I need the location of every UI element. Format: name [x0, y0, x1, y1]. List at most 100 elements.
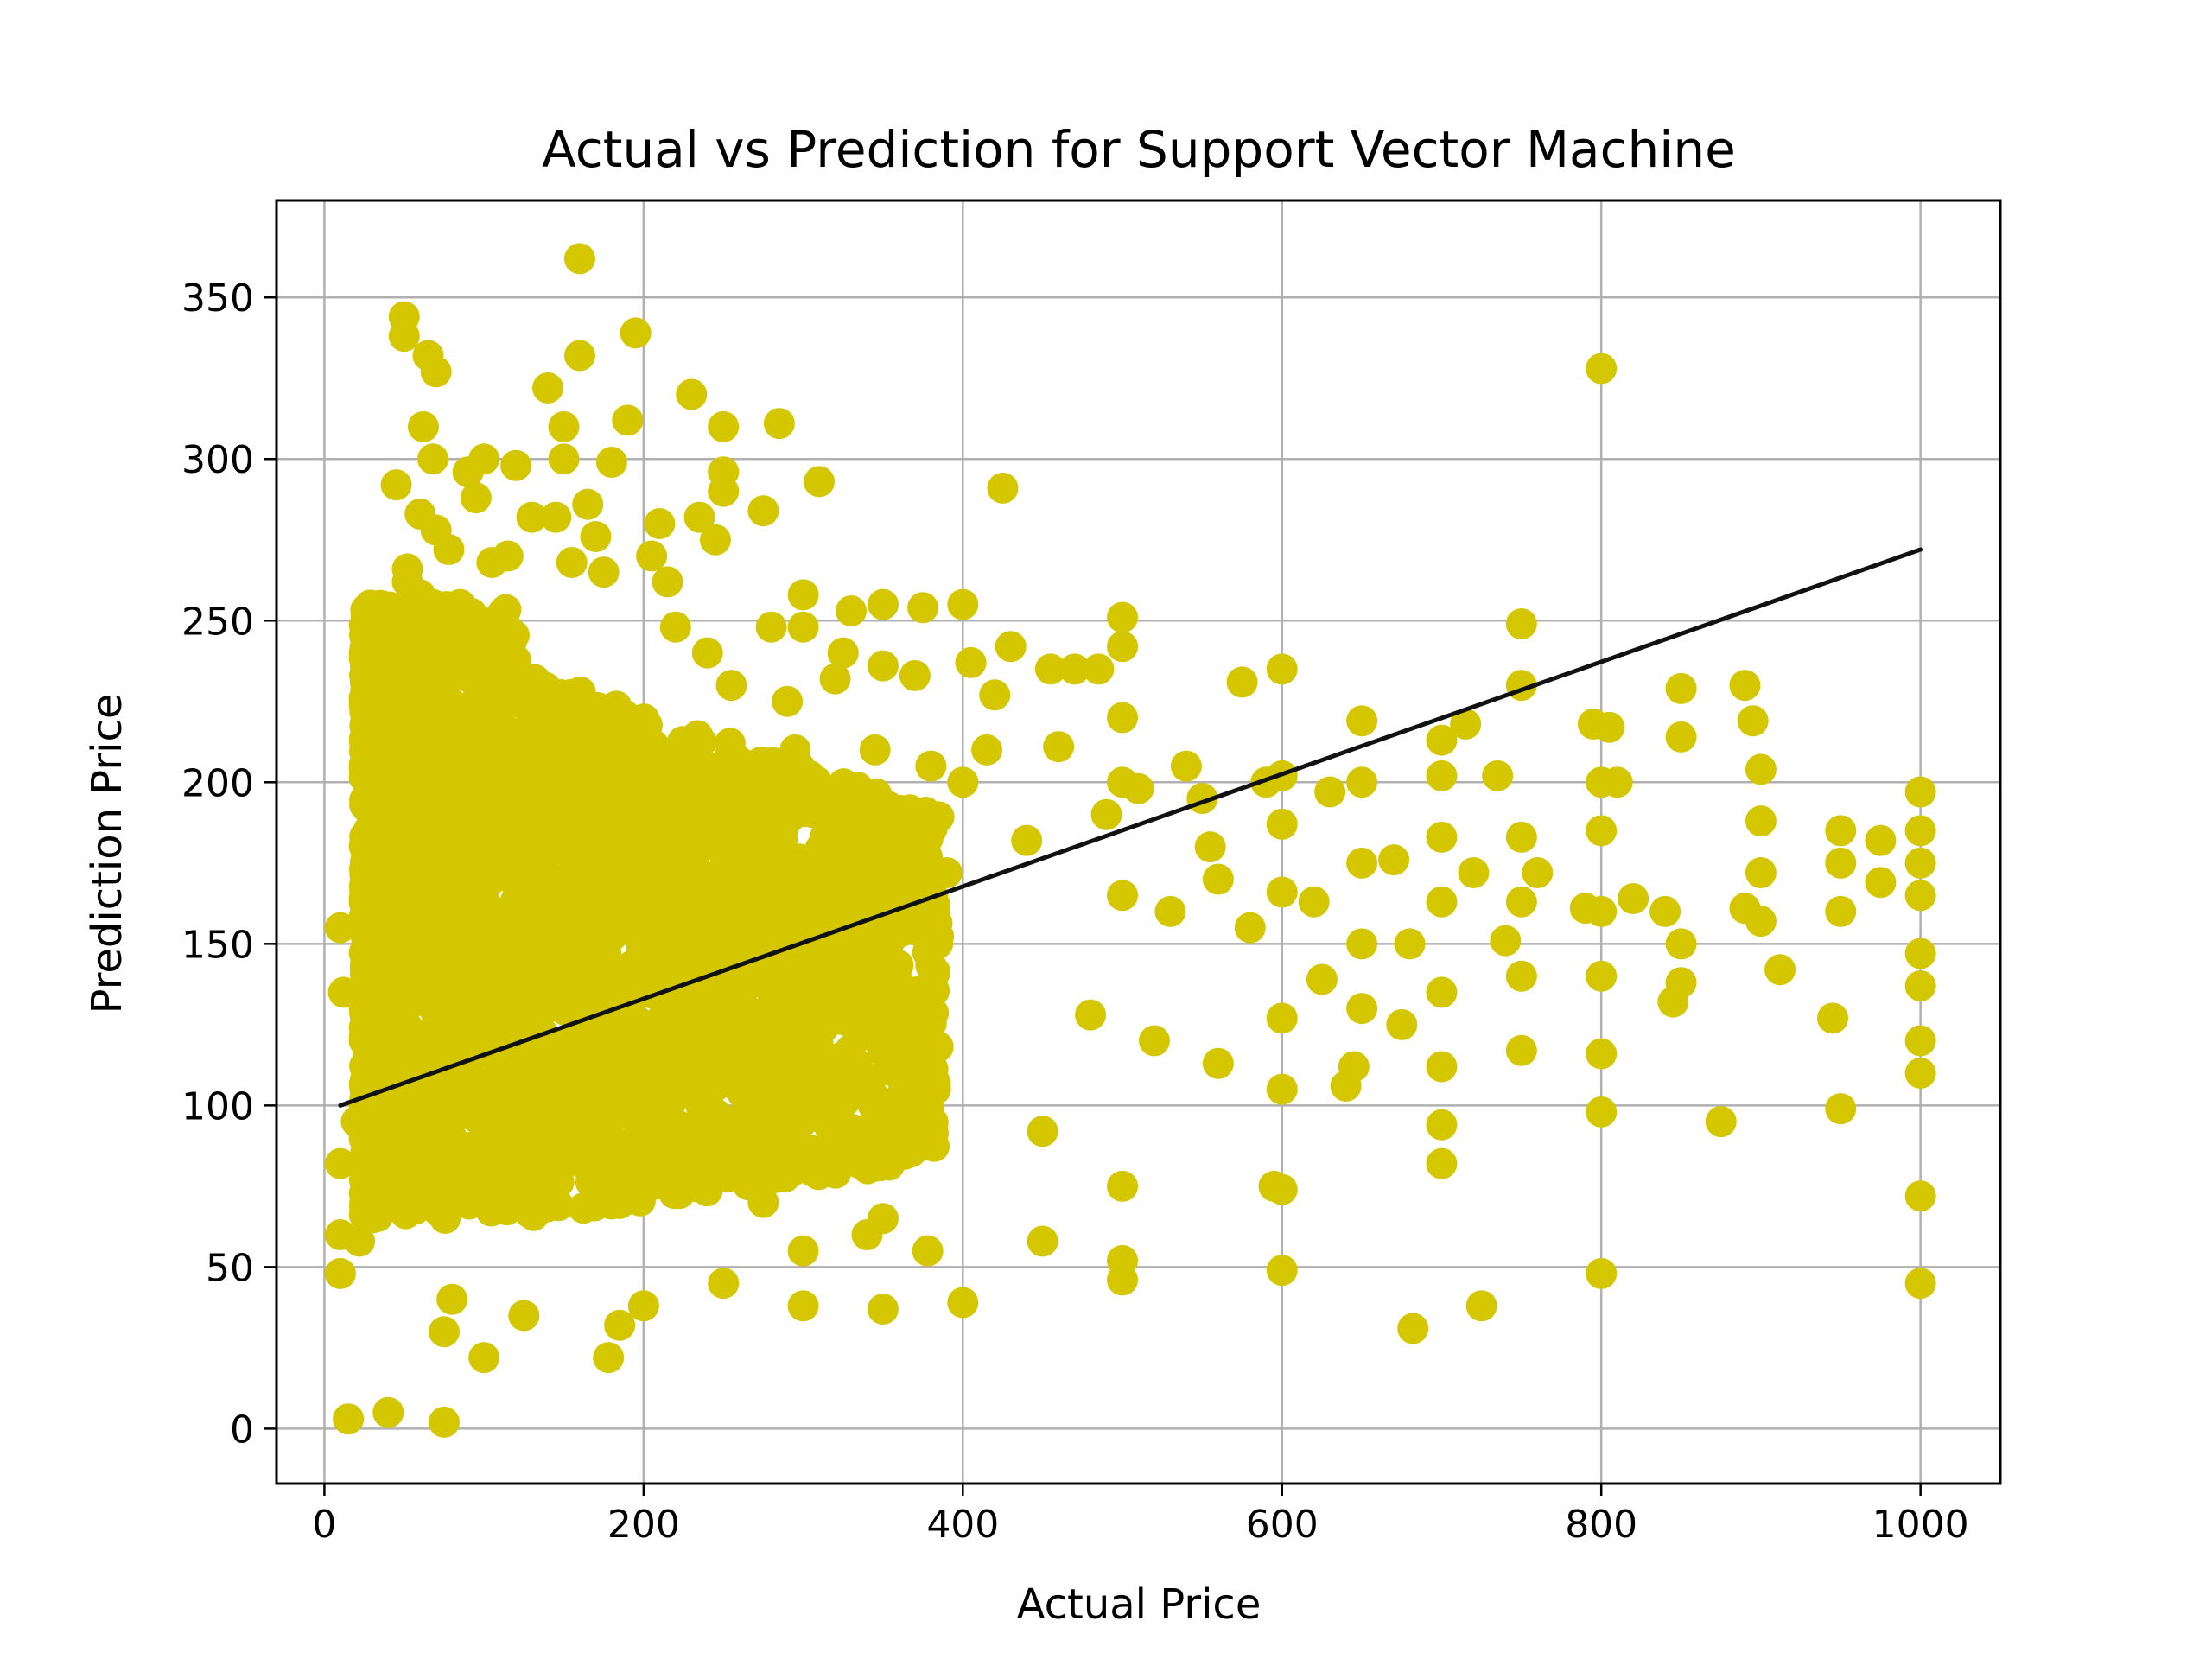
data-point: [516, 501, 548, 533]
data-point: [580, 521, 612, 553]
data-point: [804, 466, 836, 498]
data-point: [563, 340, 595, 372]
y-tick-label: 350: [181, 276, 254, 321]
data-point: [1865, 824, 1897, 856]
data-point: [1825, 895, 1857, 927]
data-point: [1107, 880, 1139, 912]
data-point: [1865, 867, 1897, 899]
data-point: [540, 501, 572, 533]
data-point: [877, 1087, 909, 1119]
data-point: [559, 876, 591, 908]
chart-title: Actual vs Prediction for Support Vector …: [542, 120, 1736, 179]
data-point: [1593, 711, 1625, 743]
data-point: [1426, 886, 1458, 918]
data-point: [451, 823, 483, 855]
data-point: [1490, 925, 1522, 957]
data-point: [1397, 1313, 1429, 1344]
data-point: [1745, 805, 1777, 837]
data-point: [1138, 1025, 1170, 1057]
data-point: [460, 482, 492, 514]
data-point: [372, 1396, 404, 1428]
data-point: [859, 734, 891, 766]
data-point: [971, 734, 1003, 766]
x-tick-label: 400: [926, 1503, 999, 1547]
data-point: [448, 1062, 480, 1094]
data-point: [1904, 938, 1936, 969]
data-point: [436, 1283, 468, 1315]
data-point: [521, 671, 553, 703]
data-point: [1234, 912, 1266, 944]
data-point: [376, 1138, 407, 1170]
data-point: [457, 613, 489, 645]
data-point: [1107, 1170, 1139, 1202]
data-point: [804, 1154, 836, 1186]
data-point: [643, 789, 675, 821]
data-point: [1904, 1268, 1936, 1300]
data-point: [787, 1290, 819, 1322]
data-point: [899, 874, 931, 906]
axis-ticks: 0 200 400 600 800 1000 0 50 100 150 200 250 300 350: [181, 276, 1969, 1547]
data-point: [912, 1091, 944, 1123]
data-point: [428, 1316, 460, 1348]
data-point: [327, 976, 359, 1008]
data-point: [444, 788, 476, 820]
y-axis-label: Prediction Price: [83, 694, 131, 1014]
data-point: [787, 1235, 819, 1267]
data-point: [642, 887, 674, 918]
data-point: [454, 906, 486, 938]
data-point: [899, 659, 931, 691]
data-point: [787, 1016, 819, 1048]
data-point: [955, 646, 987, 678]
plot-frame: [275, 199, 2002, 1485]
data-point: [372, 1111, 404, 1143]
data-point: [675, 1017, 707, 1049]
data-point: [683, 501, 715, 533]
data-point: [588, 556, 620, 588]
data-point: [747, 1186, 779, 1218]
data-point: [694, 1052, 726, 1084]
data-point: [819, 663, 851, 695]
data-point: [787, 611, 819, 643]
data-point: [888, 1021, 920, 1053]
data-point: [353, 1173, 385, 1205]
data-point: [434, 704, 466, 736]
data-point: [1586, 1096, 1618, 1128]
data-point: [548, 410, 580, 442]
data-point: [508, 1300, 540, 1332]
data-point: [676, 378, 708, 410]
data-point: [627, 723, 659, 755]
data-point: [1202, 863, 1234, 895]
data-point: [556, 546, 588, 578]
y-tick-label: 200: [181, 761, 254, 805]
data-point: [355, 972, 387, 1004]
data-point: [882, 1135, 914, 1167]
data-point: [615, 873, 647, 905]
data-point: [1904, 1057, 1936, 1089]
data-point: [708, 1268, 740, 1300]
data-point: [595, 446, 627, 478]
data-point: [1394, 928, 1426, 960]
data-point: [637, 1049, 669, 1081]
data-point: [557, 836, 589, 868]
data-point: [525, 914, 557, 946]
data-point: [779, 963, 810, 995]
data-point: [947, 588, 979, 620]
data-point: [411, 1127, 443, 1159]
data-point: [433, 533, 465, 565]
data-point: [716, 990, 748, 1022]
data-point: [918, 957, 950, 989]
data-point: [423, 980, 455, 1012]
data-point: [658, 924, 690, 956]
data-point: [478, 656, 510, 688]
data-point: [1426, 976, 1458, 1008]
data-point: [538, 1097, 570, 1129]
data-point: [627, 1106, 659, 1138]
x-tick-label: 1000: [1872, 1503, 1969, 1547]
data-point: [870, 1054, 902, 1086]
data-point: [1034, 653, 1066, 685]
data-point: [1586, 1257, 1618, 1289]
data-point: [871, 952, 903, 984]
data-point: [524, 766, 556, 798]
data-point: [548, 443, 580, 475]
data-point: [1266, 653, 1298, 685]
